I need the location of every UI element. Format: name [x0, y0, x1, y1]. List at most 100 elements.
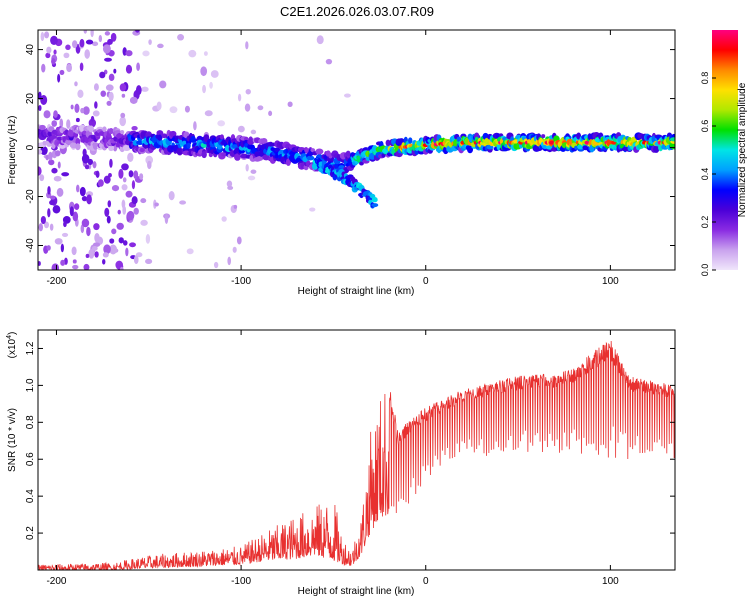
heatmap-cell: [69, 206, 74, 217]
heatmap-cell: [38, 91, 42, 100]
heatmap-y-tick-label: 20: [25, 93, 36, 105]
heatmap-cell: [50, 35, 58, 45]
heatmap-cell: [232, 246, 237, 253]
heatmap-cell: [102, 258, 106, 265]
heatmap-cell: [53, 175, 62, 182]
heatmap-cell: [71, 246, 77, 256]
svg-text:(x104): (x104): [6, 332, 18, 359]
snr-y-label: SNR (10 * v/v): [7, 408, 18, 472]
heatmap-cell: [133, 207, 139, 215]
heatmap-cell: [60, 243, 64, 253]
heatmap-cell: [257, 105, 264, 111]
heatmap-cell: [66, 119, 71, 129]
heatmap-cell: [467, 145, 474, 154]
heatmap-cell: [287, 101, 293, 108]
heatmap-cell: [49, 200, 55, 206]
heatmap-cell: [103, 244, 111, 255]
heatmap-cell: [102, 252, 109, 258]
heatmap-cell: [51, 58, 56, 65]
heatmap-cell: [99, 71, 106, 79]
heatmap-cell: [456, 136, 462, 142]
heatmap-cell: [247, 138, 255, 145]
heatmap-cell: [86, 226, 91, 237]
heatmap-x-ticks: -200 -100 0 100: [46, 30, 619, 287]
heatmap-cell: [126, 210, 135, 221]
heatmap-cell: [46, 46, 52, 54]
heatmap-cell: [42, 140, 47, 146]
heatmap-cell: [79, 62, 84, 72]
heatmap-cell: [201, 151, 207, 159]
heatmap-cell: [81, 153, 90, 164]
heatmap-cell: [343, 93, 351, 98]
heatmap-cell: [118, 237, 124, 244]
heatmap-cell: [74, 103, 80, 114]
heatmap-cell: [90, 115, 95, 122]
heatmap-cell: [47, 208, 51, 218]
heatmap-cell: [209, 81, 213, 89]
heatmap-cell: [119, 116, 127, 127]
heatmap-cell: [113, 68, 117, 74]
heatmap-cell: [245, 41, 249, 50]
heatmap-cell: [156, 130, 164, 136]
colorbar-tick-label: 0.8: [700, 72, 710, 85]
heatmap-cell: [39, 124, 46, 131]
heatmap-cell: [51, 167, 58, 174]
snr-panel: -200 -100 0 100 0.2 0.4 0.6 0.8 1.0 1.2 Height o…: [6, 329, 676, 597]
heatmap-cell: [102, 126, 107, 133]
heatmap-cell: [38, 149, 43, 155]
heatmap-cell: [255, 156, 264, 161]
heatmap-cell: [125, 190, 133, 198]
snr-y-tick-label: 0.6: [25, 452, 36, 466]
heatmap-cell: [120, 130, 125, 135]
heatmap-cell: [75, 117, 80, 123]
heatmap-x-tick-label: -100: [231, 276, 251, 287]
heatmap-cell: [77, 89, 84, 98]
heatmap-cell: [116, 222, 124, 230]
heatmap-cell: [107, 200, 112, 208]
heatmap-cell: [108, 144, 115, 152]
heatmap-cell: [45, 155, 50, 161]
heatmap-cell: [51, 120, 58, 127]
heatmap-x-tick-label: -200: [46, 276, 66, 287]
heatmap-cell: [217, 120, 226, 127]
heatmap-cell: [109, 238, 115, 244]
heatmap-cell: [122, 177, 127, 183]
colorbar-ticks: 0.0 0.2 0.4 0.6 0.8: [700, 72, 716, 276]
heatmap-cell: [118, 168, 124, 179]
heatmap-cell: [38, 261, 41, 266]
heatmap-cell: [54, 150, 61, 157]
heatmap-cell: [97, 179, 104, 187]
heatmap-cell: [186, 142, 191, 149]
heatmap-cell: [125, 247, 129, 257]
heatmap-cell: [105, 84, 114, 91]
heatmap-cell: [104, 57, 112, 62]
heatmap-cell: [109, 244, 118, 255]
heatmap-cell: [310, 148, 316, 153]
heatmap-cell: [40, 146, 48, 155]
heatmap-cell: [51, 263, 60, 270]
heatmap-cell: [88, 248, 95, 259]
heatmap-cell: [91, 246, 98, 251]
heatmap-cell: [227, 256, 232, 266]
heatmap-cell: [84, 49, 91, 59]
heatmap-cell: [43, 221, 50, 229]
heatmap-cell: [193, 121, 197, 131]
heatmap-cell: [94, 232, 100, 243]
heatmap-cell: [125, 50, 133, 57]
heatmap-cell: [119, 266, 124, 270]
heatmap-cell: [141, 86, 149, 92]
heatmap-cell: [227, 185, 234, 190]
heatmap-cell: [92, 110, 100, 117]
heatmap-cell: [669, 137, 675, 142]
heatmap-cell: [316, 35, 324, 45]
snr-scale-prefix: (x10: [7, 338, 18, 358]
heatmap-cell: [372, 196, 378, 202]
heatmap-cell: [107, 38, 113, 45]
heatmap-cell: [65, 139, 73, 145]
snr-scale-label: (x104): [6, 332, 18, 359]
heatmap-cell: [54, 238, 63, 245]
heatmap-cell: [131, 180, 136, 190]
heatmap-cell: [53, 110, 58, 118]
heatmap-cell: [94, 251, 99, 258]
